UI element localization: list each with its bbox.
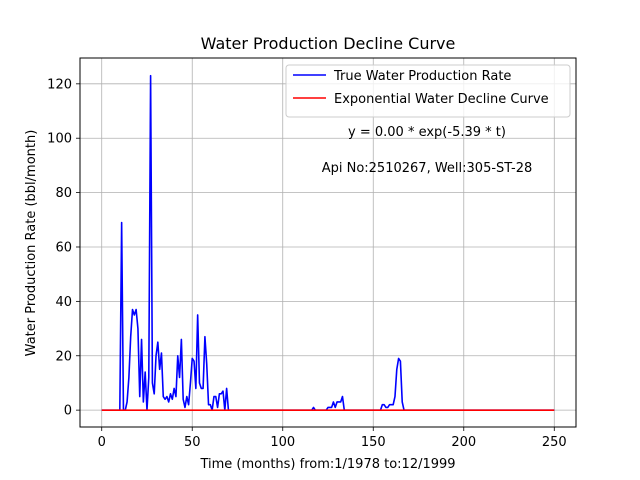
y-tick-label: 40 — [55, 295, 72, 310]
x-axis-label: Time (months) from:1/1978 to:12/1999 — [199, 457, 455, 472]
well-info-annotation: Api No:2510267, Well:305-ST-28 — [322, 161, 533, 176]
legend-box — [285, 64, 571, 118]
legend-label-true-water: True Water Production Rate — [333, 69, 511, 84]
x-tick-label: 100 — [270, 435, 295, 450]
x-tick-label: 250 — [542, 435, 567, 450]
fit-equation-annotation: y = 0.00 * exp(-5.39 * t) — [348, 125, 506, 140]
series-layer — [101, 74, 555, 411]
y-tick-label: 0 — [64, 404, 72, 419]
chart-title: Water Production Decline Curve — [201, 34, 456, 53]
x-tick-label: 50 — [184, 435, 201, 450]
plot-frame — [79, 57, 577, 428]
y-tick-label: 60 — [55, 240, 72, 255]
x-tick-label: 0 — [98, 435, 106, 450]
y-axis-label: Water Production Rate (bbl/month) — [24, 130, 39, 357]
y-tick-label: 20 — [55, 349, 72, 364]
y-tick-label: 100 — [47, 132, 72, 147]
legend: True Water Production Rate Exponential W… — [285, 64, 571, 118]
x-tick-label: 150 — [361, 435, 386, 450]
x-tick-label: 200 — [451, 435, 476, 450]
ticks: 0 50 100 150 200 250 0 20 40 60 80 100 120 — [47, 77, 567, 450]
y-tick-label: 120 — [47, 77, 72, 92]
legend-label-exponential: Exponential Water Decline Curve — [334, 92, 549, 107]
y-tick-label: 80 — [55, 186, 72, 201]
